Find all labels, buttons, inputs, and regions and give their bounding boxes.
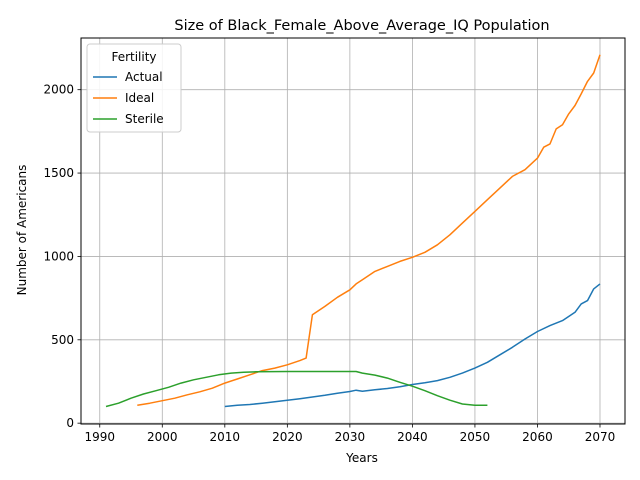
legend-entry: Ideal bbox=[125, 91, 154, 105]
legend-entry: Actual bbox=[125, 70, 163, 84]
x-tick-label: 2040 bbox=[397, 430, 428, 444]
x-tick-label: 2030 bbox=[335, 430, 366, 444]
x-tick-label: 2020 bbox=[272, 430, 303, 444]
chart-title: Size of Black_Female_Above_Average_IQ Po… bbox=[174, 18, 549, 34]
x-tick-label: 2060 bbox=[522, 430, 553, 444]
y-tick-label: 0 bbox=[66, 416, 74, 430]
y-tick-label: 500 bbox=[51, 333, 74, 347]
legend-title: Fertility bbox=[111, 50, 156, 64]
y-tick-label: 1500 bbox=[43, 166, 74, 180]
y-tick-label: 2000 bbox=[43, 83, 74, 97]
x-ticks: 1990 2000 2010 2020 2030 2040 2050 2060 2070 bbox=[84, 424, 615, 444]
legend: Fertility Actual Ideal Sterile bbox=[86, 43, 182, 133]
y-tick-label: 1000 bbox=[43, 249, 74, 263]
grid bbox=[81, 38, 625, 424]
series-layer bbox=[105, 54, 601, 408]
x-axis-label: Years bbox=[345, 451, 378, 465]
legend-entry: Sterile bbox=[125, 112, 164, 126]
y-ticks: 0 500 1000 1500 2000 bbox=[43, 83, 81, 430]
x-tick-label: 2010 bbox=[210, 430, 241, 444]
series-line-sterile bbox=[105, 370, 488, 408]
legend-box bbox=[86, 43, 182, 133]
x-tick-label: 2070 bbox=[585, 430, 616, 444]
series-line-actual bbox=[224, 283, 601, 408]
x-tick-label: 2050 bbox=[460, 430, 491, 444]
plot-frame bbox=[80, 37, 626, 425]
y-axis-label: Number of Americans bbox=[15, 165, 29, 296]
x-tick-label: 2000 bbox=[147, 430, 178, 444]
series-line-ideal bbox=[137, 54, 601, 406]
x-tick-label: 1990 bbox=[84, 430, 115, 444]
